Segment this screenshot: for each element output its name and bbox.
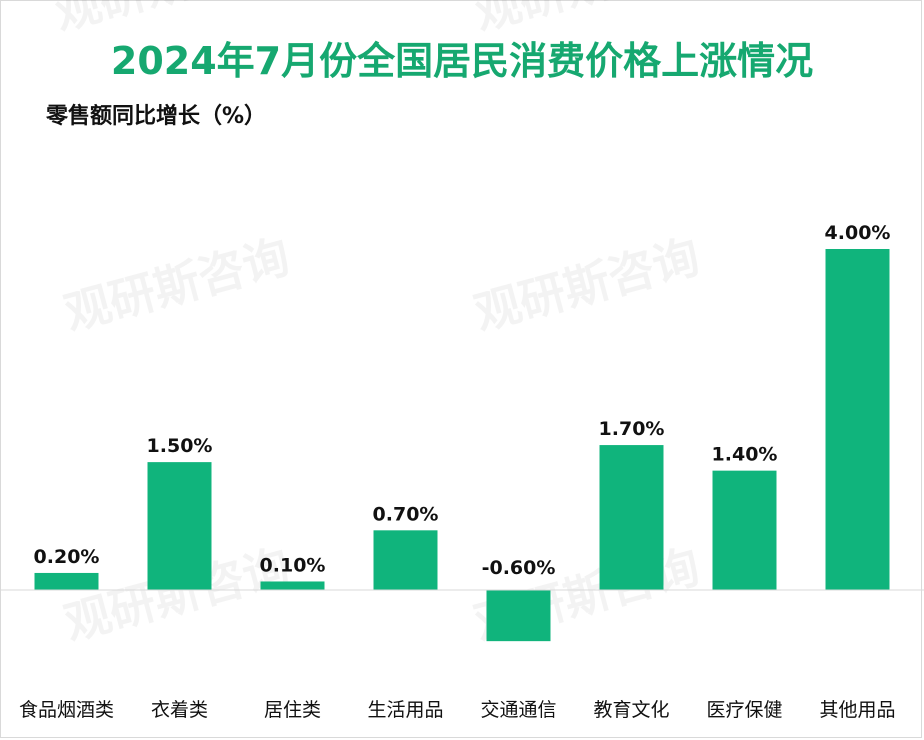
category-label-group: 食品烟酒类 衣着类 居住类 生活用品 交通通信 教育文化 医疗保健 其他用品: [19, 699, 896, 721]
category-label-2: 衣着类: [151, 699, 208, 721]
category-label-6: 教育文化: [593, 699, 669, 721]
data-label-group: 0.20% 1.50% 0.10% 0.70% -0.60% 1.70% 1.40% 4.00…: [34, 222, 891, 579]
category-label-5: 交通通信: [480, 699, 556, 721]
category-label-7: 医疗保健: [706, 699, 782, 721]
category-label-1: 食品烟酒类: [19, 699, 114, 721]
bar-4: [373, 530, 438, 590]
chart-title: 2024年7月份全国居民消费价格上涨情况: [110, 39, 814, 83]
data-label-4: 0.70%: [373, 503, 439, 525]
bar-6: [599, 445, 664, 590]
watermark-text: 观研斯咨询: [49, 0, 285, 41]
bar-1: [34, 572, 99, 590]
data-label-7: 1.40%: [712, 444, 778, 466]
data-label-3: 0.10%: [260, 554, 326, 576]
data-label-5: -0.60%: [482, 557, 556, 579]
data-label-6: 1.70%: [599, 418, 665, 440]
category-label-8: 其他用品: [819, 699, 895, 721]
watermark-text: 观研斯咨询: [59, 229, 295, 341]
category-label-4: 生活用品: [367, 699, 443, 721]
bar-5: [486, 590, 551, 642]
bar-3: [260, 581, 325, 590]
watermark-text: 观研斯咨询: [469, 229, 705, 341]
bar-8: [825, 249, 890, 590]
watermark-text: 观研斯咨询: [469, 0, 705, 41]
y-axis-label: 零售额同比增长（%）: [46, 104, 267, 129]
data-label-8: 4.00%: [825, 222, 891, 244]
bar-group: [34, 249, 890, 642]
data-label-2: 1.50%: [147, 435, 213, 457]
bar-2: [147, 462, 212, 590]
category-label-3: 居住类: [264, 699, 321, 721]
data-label-1: 0.20%: [34, 546, 100, 568]
bar-7: [712, 470, 777, 590]
